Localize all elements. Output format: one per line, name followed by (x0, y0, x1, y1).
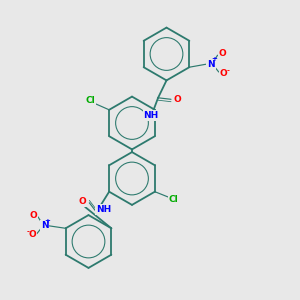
Text: NH: NH (96, 205, 111, 214)
Text: O: O (30, 211, 38, 220)
Text: -: - (226, 68, 229, 74)
Text: O: O (28, 230, 36, 239)
Text: N: N (41, 221, 48, 230)
Text: O: O (218, 49, 226, 58)
Text: O: O (79, 197, 87, 206)
Text: O: O (174, 95, 182, 104)
Text: -: - (27, 229, 30, 235)
Text: NH: NH (144, 111, 159, 120)
Text: O: O (220, 69, 227, 78)
Text: Cl: Cl (85, 96, 95, 105)
Text: +: + (211, 56, 217, 62)
Text: N: N (207, 60, 215, 69)
Text: Cl: Cl (169, 195, 178, 204)
Text: +: + (44, 218, 50, 224)
